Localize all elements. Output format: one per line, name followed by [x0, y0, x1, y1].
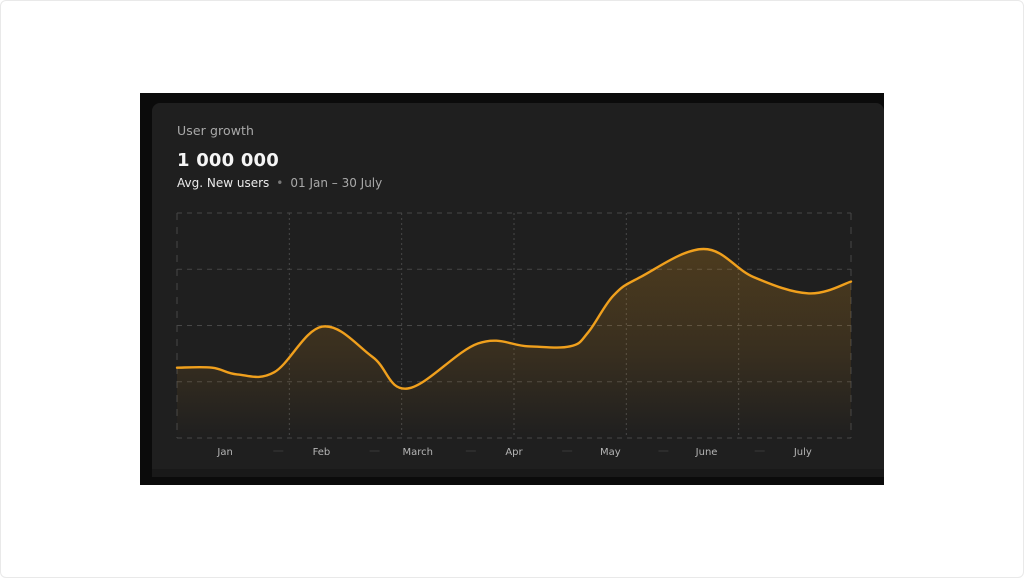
chart-screen: User growth 1 000 000 Avg. New users • 01 …	[140, 93, 884, 485]
card-title: User growth	[177, 123, 255, 138]
separator-dot: •	[276, 176, 284, 190]
series-area-fill	[177, 249, 851, 438]
series-line	[175, 247, 853, 390]
metric-value: 1 000 000	[177, 150, 280, 171]
metric-label: Avg. New users	[177, 176, 270, 190]
x-tick-label: March	[402, 447, 432, 458]
card-footer-strip	[152, 469, 884, 477]
x-tick-label: Apr	[505, 447, 523, 458]
date-range: 01 Jan – 30 July	[290, 176, 383, 190]
metric-subline: Avg. New users • 01 Jan – 30 July	[177, 176, 382, 190]
x-tick-label: June	[695, 447, 718, 458]
x-tick-label: Feb	[313, 447, 331, 458]
x-tick-label: Jan	[216, 447, 232, 458]
x-tick-label: July	[793, 447, 812, 458]
user-growth-chart: Jan Feb March Apr May June July	[175, 212, 853, 458]
x-tick-label: May	[600, 447, 621, 458]
